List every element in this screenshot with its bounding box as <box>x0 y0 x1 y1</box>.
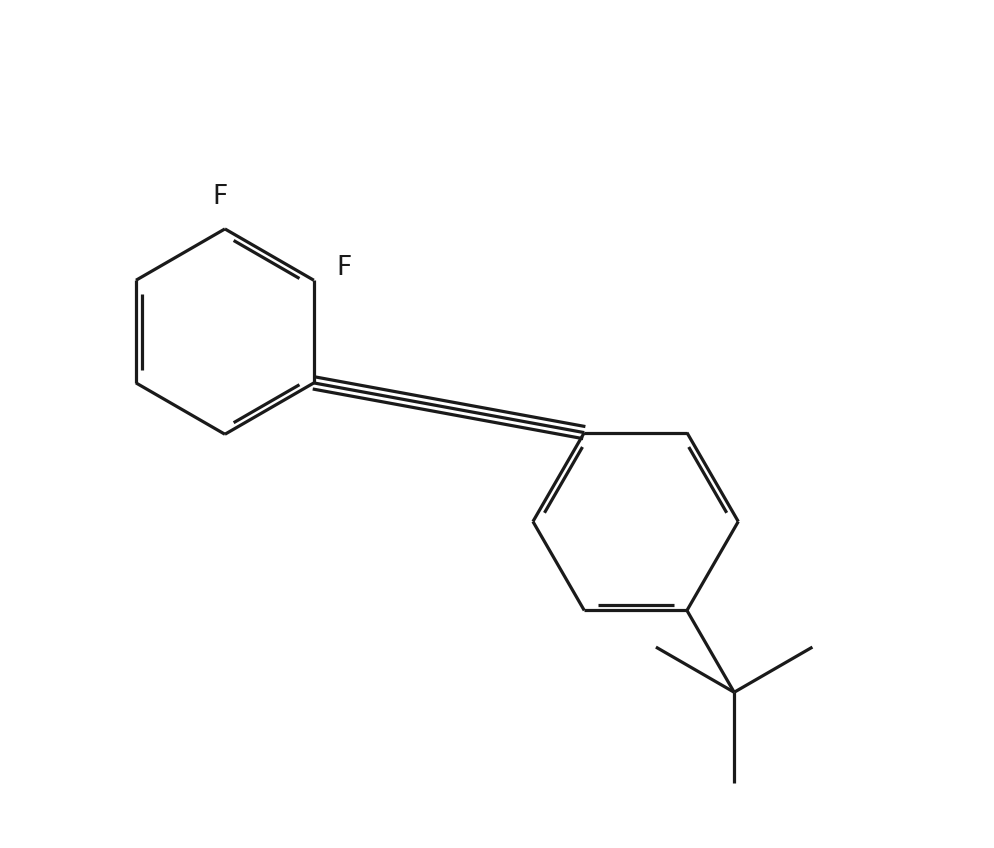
Text: F: F <box>212 184 228 210</box>
Text: F: F <box>336 255 352 281</box>
